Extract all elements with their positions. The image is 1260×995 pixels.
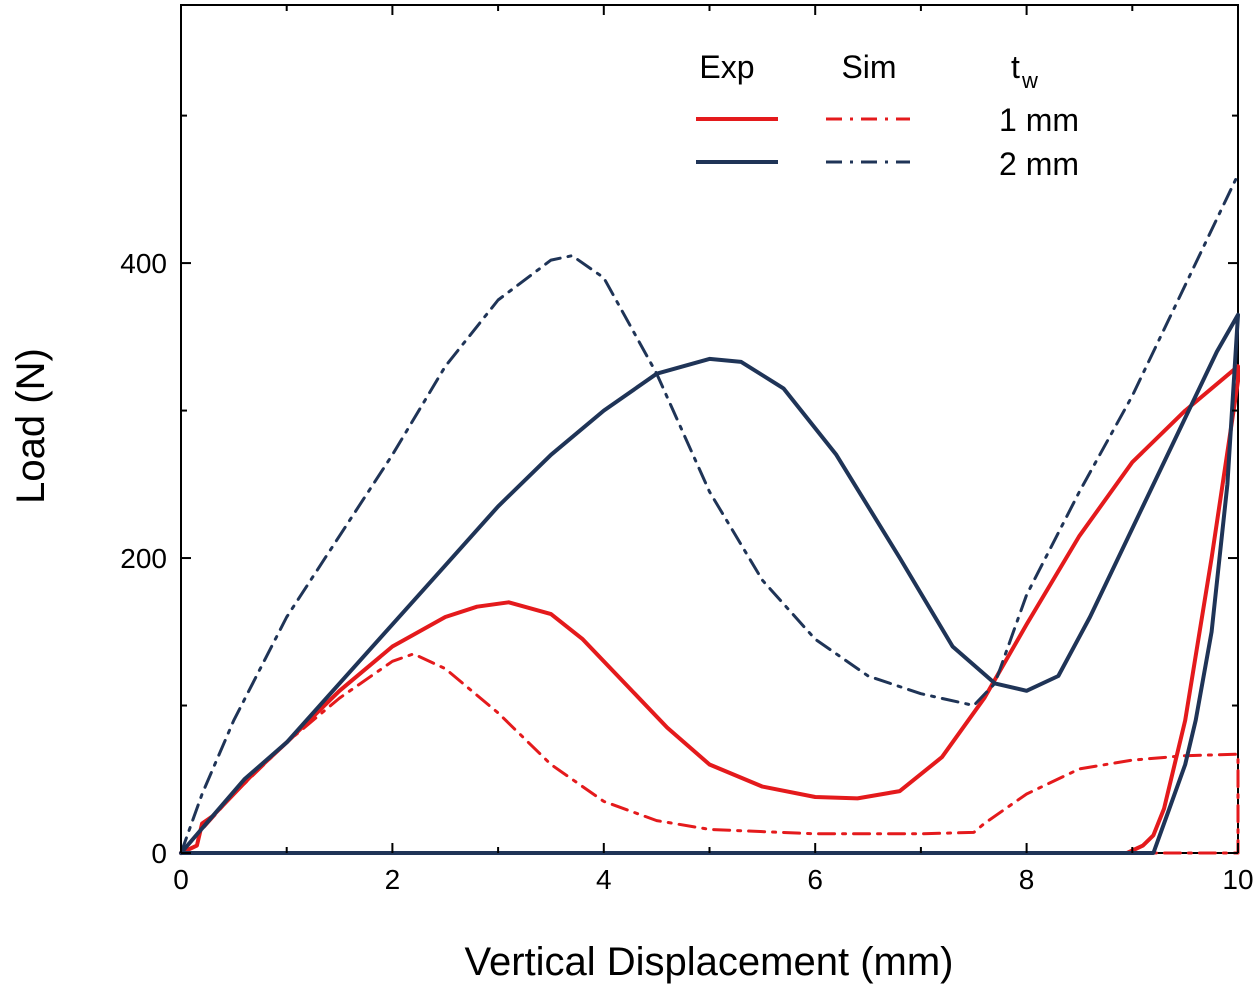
- ticks-group: 0 2 4 6 8 10 0 200 400: [120, 5, 1254, 895]
- x-axis-title: Vertical Displacement (mm): [464, 940, 953, 984]
- y-tick-label: 400: [120, 248, 167, 279]
- x-tick-label: 8: [1019, 864, 1035, 895]
- x-tick-label: 2: [385, 864, 401, 895]
- x-tick-label: 4: [596, 864, 612, 895]
- legend-header-thickness-subscript: w: [1021, 68, 1038, 93]
- legend-header-exp: Exp: [699, 49, 754, 85]
- legend: Exp Sim t w 1 mm 2 mm: [696, 49, 1079, 182]
- y-tick-label: 200: [120, 543, 167, 574]
- x-tick-label: 6: [807, 864, 823, 895]
- series-line-sim-2-mm: [179, 173, 1240, 855]
- x-tick-label: 0: [173, 864, 189, 895]
- plot-border: [180, 4, 1239, 854]
- series-line-sim-1-mm: [179, 652, 1240, 855]
- series-line-exp-2-mm: [179, 312, 1240, 855]
- series-group: [179, 173, 1240, 855]
- legend-header-thickness: t: [1011, 49, 1020, 85]
- y-tick-label: 0: [151, 838, 167, 869]
- legend-label-2mm: 2 mm: [999, 146, 1079, 182]
- legend-label-1mm: 1 mm: [999, 102, 1079, 138]
- y-axis-title: Load (N): [9, 348, 53, 504]
- legend-header-sim: Sim: [841, 49, 896, 85]
- x-tick-label: 10: [1222, 864, 1253, 895]
- plot-frame: [180, 4, 1239, 854]
- series-line-exp-1-mm: [179, 364, 1240, 855]
